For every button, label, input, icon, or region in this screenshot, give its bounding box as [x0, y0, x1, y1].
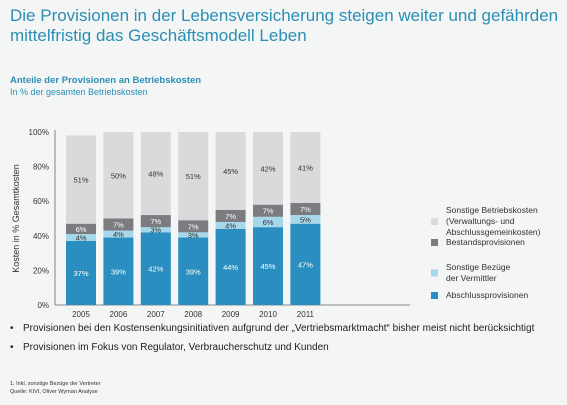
bar-abschlussprovisionen-2005 [66, 240, 96, 305]
legend-label: Bestandsprovisionen [446, 237, 525, 247]
bar-abschlussprovisionen-2008 [178, 237, 209, 305]
data-label: 41% [298, 163, 313, 172]
legend-label: Sonstige Bezüge [446, 262, 511, 272]
bar-sonstige-2007 [140, 132, 171, 216]
data-label: 3% [150, 226, 161, 235]
data-label: 5% [300, 215, 311, 224]
bar-sonstige-2010 [253, 132, 283, 205]
data-label: 7% [300, 205, 311, 214]
bar-bestandsprovisionen-2007 [140, 215, 171, 228]
data-label: 39% [186, 267, 201, 276]
data-label: 44% [223, 263, 238, 272]
data-label: 7% [225, 212, 236, 221]
legend-swatch [431, 218, 438, 225]
bar-sonstige-2006 [103, 230, 134, 238]
y-tick-label: 80% [33, 163, 49, 172]
data-label: 7% [150, 217, 161, 226]
data-label: 4% [76, 234, 87, 243]
bar-bestandsprovisionen-2006 [103, 218, 134, 231]
legend-swatch [431, 239, 438, 246]
bullet-item: • Provisionen im Fokus von Regulator, Ve… [10, 341, 555, 354]
data-label: 4% [225, 221, 236, 230]
source-note: Quelle: KIVI, Oliver Wyman Analyse [10, 389, 98, 395]
bar-sonstige-2010 [253, 216, 283, 228]
data-label: 48% [148, 170, 163, 179]
legend-label: Sonstige Betriebskosten [446, 205, 538, 215]
bullet-icon: • [10, 342, 14, 353]
bar-bestandsprovisionen-2008 [178, 220, 209, 233]
legend-label: Abschlussgemeinkosten) [446, 227, 541, 237]
footnotes: 1. Inkl. sonstige Bezüge der Vertreter Q… [10, 380, 101, 396]
bar-abschlussprovisionen-2010 [253, 227, 283, 305]
legend-label: der Vermittler [446, 273, 497, 283]
bar-abschlussprovisionen-2006 [103, 237, 134, 305]
bullet-item: • Provisionen bei den Kostensenkungsinit… [10, 322, 555, 335]
y-tick-label: 40% [33, 232, 49, 241]
data-label: 45% [260, 262, 275, 271]
data-label: 6% [76, 225, 87, 234]
data-label: 7% [263, 207, 274, 216]
legend-swatch [431, 269, 438, 277]
data-label: 42% [260, 164, 275, 173]
bar-sonstige-2011 [290, 215, 321, 224]
bar-sonstige-2005 [66, 234, 96, 241]
x-tick-label: 2007 [147, 310, 165, 318]
bar-sonstige-2007 [140, 227, 171, 233]
bar-bestandsprovisionen-2010 [253, 204, 283, 217]
data-label: 45% [223, 167, 238, 176]
bullet-text: Provisionen bei den Kostensenkungsinitia… [23, 323, 535, 334]
data-label: 51% [73, 176, 88, 185]
legend-label: Abschlussprovisionen [446, 290, 528, 300]
bar-bestandsprovisionen-2011 [290, 202, 321, 216]
x-tick-label: 2008 [184, 310, 202, 318]
data-label: 51% [186, 172, 201, 181]
chart-title: Anteile der Provisionen an Betriebskoste… [10, 75, 202, 86]
stacked-bar-chart: Kosten in % Gesamtkosten 0% 20% 40% 60% 80% 10… [11, 128, 541, 318]
data-label: 6% [263, 218, 274, 227]
x-tick-label: 2006 [110, 310, 128, 318]
x-tick-label: 2011 [297, 310, 315, 318]
legend-label: (Verwaltungs- und [446, 216, 515, 226]
y-tick-label: 60% [33, 197, 49, 206]
y-tick-label: 100% [29, 128, 49, 137]
bar-sonstige-2008 [178, 232, 209, 238]
data-label: 39% [111, 267, 126, 276]
footnote: 1. Inkl. sonstige Bezüge der Vertreter [10, 381, 101, 387]
data-label: 47% [298, 260, 313, 269]
bar-sonstige-2006 [103, 132, 134, 219]
bar-sonstige-2005 [66, 135, 96, 224]
y-tick-label: 0% [37, 301, 49, 310]
data-label: 4% [113, 230, 124, 239]
bar-sonstige-2011 [290, 132, 321, 203]
data-label: 7% [188, 222, 199, 231]
data-label: 50% [111, 171, 126, 180]
legend-swatch [431, 292, 438, 299]
chart-subtitle: In % der gesamten Betriebskosten [10, 87, 148, 97]
x-tick-label: 2010 [259, 310, 277, 318]
bar-sonstige-2009 [215, 221, 246, 229]
bar-bestandsprovisionen-2009 [215, 209, 246, 222]
bar-abschlussprovisionen-2009 [215, 228, 246, 305]
x-tick-label: 2005 [72, 310, 90, 318]
bar-abschlussprovisionen-2011 [290, 223, 321, 305]
y-tick-label: 20% [33, 266, 49, 275]
bar-abschlussprovisionen-2007 [140, 232, 171, 305]
bar-sonstige-2008 [178, 132, 209, 221]
bar-sonstige-2009 [215, 132, 246, 210]
page-headline: Die Provisionen in der Lebensversicherun… [10, 6, 559, 45]
x-tick-label: 2009 [222, 310, 240, 318]
bullet-icon: • [10, 323, 14, 334]
bullet-text: Provisionen im Fokus von Regulator, Verb… [23, 342, 329, 353]
data-label: 37% [73, 269, 88, 278]
data-label: 3% [188, 231, 199, 240]
bullet-list: • Provisionen bei den Kostensenkungsinit… [10, 322, 555, 360]
data-label: 7% [113, 221, 124, 230]
y-axis-label: Kosten in % Gesamtkosten [11, 164, 21, 273]
data-label: 42% [148, 265, 163, 274]
bar-bestandsprovisionen-2005 [66, 223, 96, 235]
